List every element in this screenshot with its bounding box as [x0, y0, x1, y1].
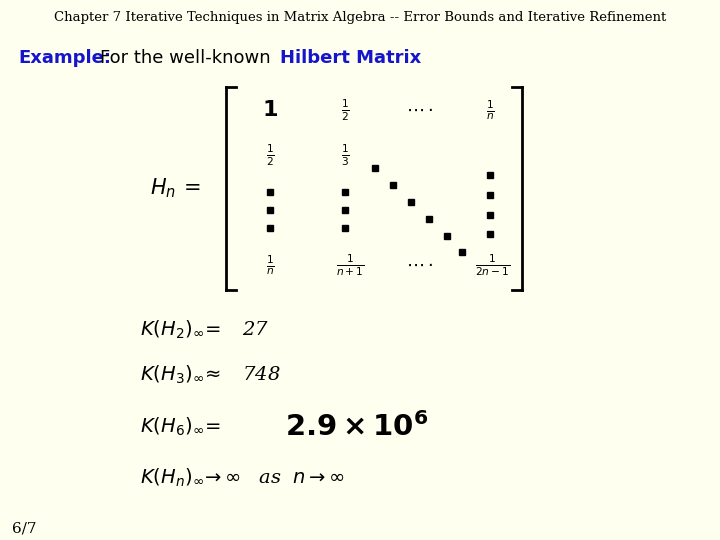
Text: $\frac{1}{2}$: $\frac{1}{2}$ [341, 97, 349, 123]
Text: Chapter 7 Iterative Techniques in Matrix Algebra -- Error Bounds and Iterative R: Chapter 7 Iterative Techniques in Matrix… [54, 11, 666, 24]
Text: $\cdots\cdot$: $\cdots\cdot$ [406, 101, 433, 119]
Text: 6/7: 6/7 [12, 521, 37, 535]
Text: $K(H_n)_\infty\!\rightarrow\infty\;$  as  $n\rightarrow\infty$: $K(H_n)_\infty\!\rightarrow\infty\;$ as … [140, 467, 345, 489]
Text: $\frac{1}{n+1}$: $\frac{1}{n+1}$ [336, 252, 364, 278]
Text: $\mathbf{2.9 \times 10^6}$: $\mathbf{2.9 \times 10^6}$ [285, 412, 428, 442]
Text: $H_n\,=$: $H_n\,=$ [150, 177, 200, 200]
Text: $\frac{1}{n}$: $\frac{1}{n}$ [266, 253, 274, 276]
Text: $K(H_3)_\infty\!\approx\;$  748: $K(H_3)_\infty\!\approx\;$ 748 [140, 364, 281, 386]
Text: $\cdots\cdot$: $\cdots\cdot$ [406, 256, 433, 274]
Text: $K(H_6)_\infty\!=$: $K(H_6)_\infty\!=$ [140, 416, 221, 438]
Text: $\frac{1}{2}$: $\frac{1}{2}$ [266, 142, 274, 168]
Text: Example:: Example: [18, 49, 111, 67]
Text: $\frac{1}{n}$: $\frac{1}{n}$ [485, 98, 495, 122]
Text: $\frac{1}{2n-1}$: $\frac{1}{2n-1}$ [475, 252, 510, 278]
Text: Hilbert Matrix: Hilbert Matrix [280, 49, 421, 67]
Text: For the well-known: For the well-known [100, 49, 271, 67]
Text: $K(H_2)_\infty\!=\;$  27: $K(H_2)_\infty\!=\;$ 27 [140, 319, 269, 341]
Text: $\mathbf{1}$: $\mathbf{1}$ [262, 99, 278, 121]
Text: $\frac{1}{3}$: $\frac{1}{3}$ [341, 142, 349, 168]
